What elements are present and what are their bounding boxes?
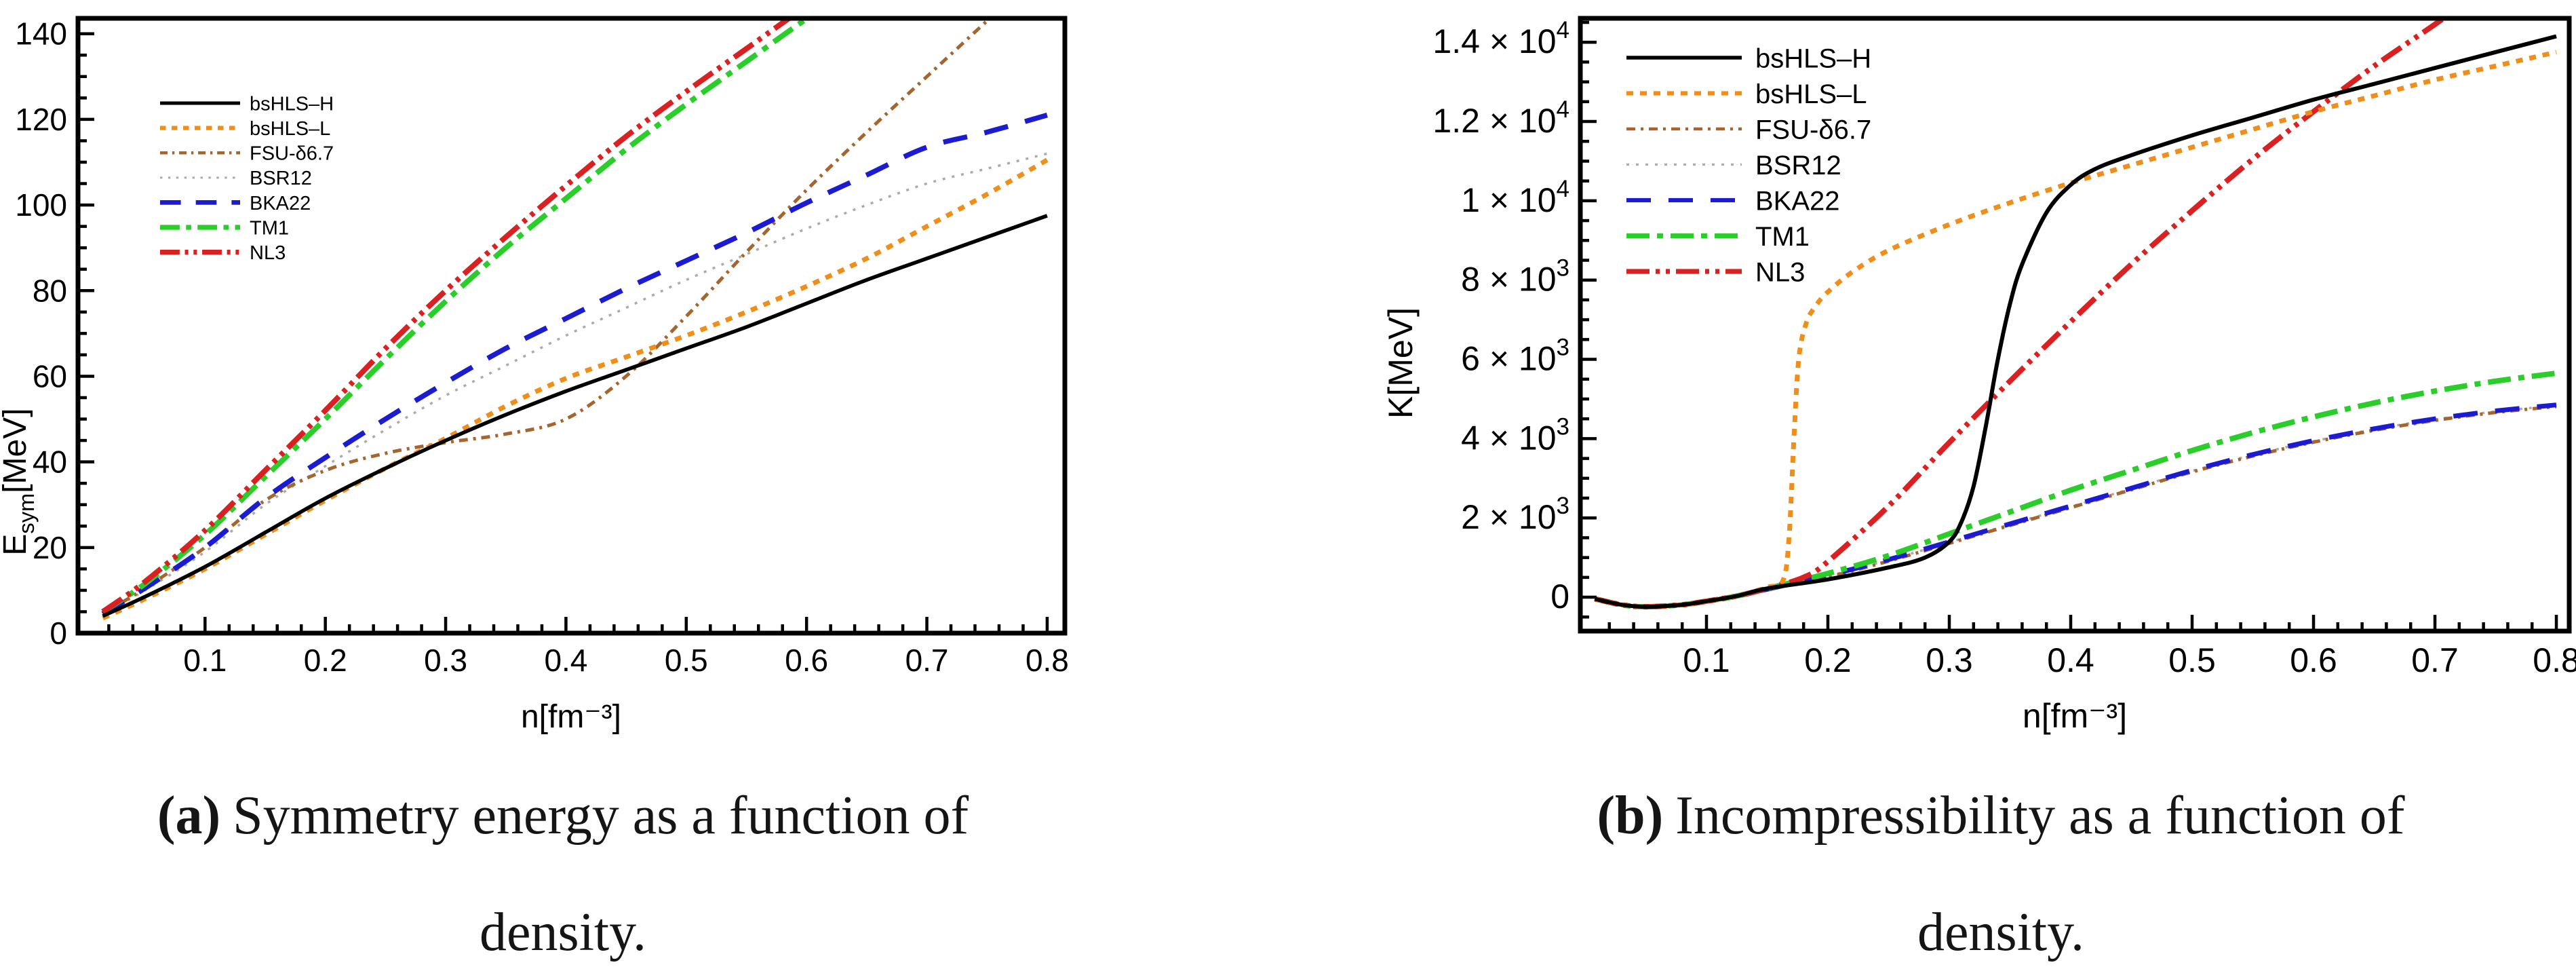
curve-FSU-d6.7-a (102, 18, 992, 615)
chart-a: 0.1 0.2 0.3 0.4 0.5 0.6 0.7 0.8 0 20 40 60 80 100 120 1… (0, 16, 1069, 735)
legend-item-BKA22-a: BKA22 (160, 193, 311, 214)
tick-labels-a: 0.1 0.2 0.3 0.4 0.5 0.6 0.7 0.8 0 20 40 60 80 100 120 1… (15, 16, 1069, 678)
x-tick-0.2-b: 0.2 (1804, 641, 1852, 679)
legend-label-TM1-a: TM1 (250, 217, 289, 239)
curve-NL3-a (101, 18, 794, 614)
y-tick-120-a: 120 (15, 102, 67, 137)
x-tick-0.5-b: 0.5 (2168, 641, 2216, 679)
legend-item-bsHLS-H-b: bsHLS–H (1626, 43, 1871, 73)
y-tick-0-a: 0 (50, 615, 67, 651)
legend-label-bsHLS-H-b: bsHLS–H (1755, 43, 1871, 73)
curves-a (101, 18, 1049, 621)
legend-item-BSR12-a: BSR12 (160, 168, 312, 189)
y-tick-12000-b: 1.2 × 104 (1432, 96, 1569, 140)
x-tick-0.3-b: 0.3 (1926, 641, 1973, 679)
y-tick-60-a: 60 (33, 358, 67, 394)
caption-b-line2: density. (1451, 905, 2550, 960)
legend-item-FSU-d6.7-a: FSU-δ6.7 (160, 143, 334, 165)
x-tick-0.8-b: 0.8 (2533, 641, 2576, 679)
ticks-b (1580, 20, 2558, 631)
x-tick-0.1-b: 0.1 (1683, 641, 1730, 679)
x-tick-0.7-b: 0.7 (2411, 641, 2459, 679)
y-tick-6000-b: 6 × 103 (1461, 335, 1569, 378)
legend-item-NL3-b: NL3 (1626, 257, 1805, 287)
curve-TM1-a (101, 18, 813, 614)
legend-item-BKA22-b: BKA22 (1626, 186, 1840, 216)
caption-a-line2-text: density. (480, 903, 646, 962)
curves-b (1594, 18, 2557, 610)
x-tick-0.1-a: 0.1 (183, 643, 227, 678)
y-tick-2000-b: 2 × 103 (1461, 493, 1569, 536)
y-tick-40-a: 40 (33, 444, 67, 480)
y-tick-4000-b: 4 × 103 (1461, 413, 1569, 457)
tick-labels-b: 0.1 0.2 0.3 0.4 0.5 0.6 0.7 0.8 0 2 × 103 4 × 103 6… (1432, 17, 2576, 679)
legend-item-NL3-a: NL3 (160, 242, 286, 264)
x-tick-0.6-a: 0.6 (785, 643, 828, 678)
legend-b: bsHLS–H bsHLS–L FSU-δ6.7 BSR12 BKA22 TM1 NL3 (1626, 43, 1871, 287)
y-tick-8000-b: 8 × 103 (1461, 255, 1569, 299)
caption-a-line1: (a) Symmetry energy as a function of (41, 789, 1085, 843)
legend-label-BSR12-a: BSR12 (250, 168, 312, 189)
legend-item-bsHLS-L-a: bsHLS–L (160, 118, 330, 140)
x-tick-0.4-b: 0.4 (2047, 641, 2094, 679)
legend-item-BSR12-b: BSR12 (1626, 151, 1841, 181)
x-tick-0.4-a: 0.4 (544, 643, 587, 678)
curve-TM1-b (1594, 371, 2557, 610)
curve-BKA22-a (101, 112, 1048, 616)
curve-bsHLS-H-a (102, 214, 1048, 618)
y-axis-label-b: K[MeV] (1382, 307, 1420, 419)
curve-BSR12-a (102, 152, 1048, 615)
caption-b-line2-text: density. (1917, 903, 2084, 962)
legend-item-TM1-a: TM1 (160, 217, 289, 239)
legend-label-BKA22-b: BKA22 (1755, 186, 1840, 216)
legend-a: bsHLS–H bsHLS–L FSU-δ6.7 BSR12 BKA22 TM1 NL3 (160, 93, 334, 264)
legend-item-FSU-d6.7-b: FSU-δ6.7 (1626, 115, 1871, 145)
caption-a-text: Symmetry energy as a function of (233, 786, 969, 846)
y-tick-20-a: 20 (33, 530, 67, 565)
legend-item-TM1-b: TM1 (1626, 222, 1810, 252)
y-tick-14000-b: 1.4 × 104 (1432, 17, 1569, 60)
legend-label-TM1-b: TM1 (1755, 222, 1810, 252)
x-tick-0.5-a: 0.5 (665, 643, 708, 678)
y-tick-10000-b: 1 × 104 (1461, 176, 1569, 219)
y-tick-100-a: 100 (15, 187, 67, 223)
x-tick-0.2-a: 0.2 (304, 643, 347, 678)
legend-label-BKA22-a: BKA22 (250, 193, 311, 214)
y-tick-140-a: 140 (15, 16, 67, 52)
y-tick-80-a: 80 (33, 273, 67, 308)
caption-b-text: Incompressibility as a function of (1675, 786, 2405, 846)
x-axis-label-b: n[fm⁻³] (2023, 697, 2127, 735)
legend-label-BSR12-b: BSR12 (1755, 151, 1841, 181)
legend-label-bsHLS-L-a: bsHLS–L (250, 118, 330, 140)
x-axis-label-a: n[fm⁻³] (521, 699, 621, 735)
ticks-a (78, 32, 1049, 635)
caption-b-line1: (b) Incompressibility as a function of (1451, 789, 2550, 843)
plot-frame-a (75, 16, 1068, 636)
legend-label-NL3-b: NL3 (1755, 257, 1805, 287)
x-tick-0.6-b: 0.6 (2290, 641, 2337, 679)
legend-label-bsHLS-L-b: bsHLS–L (1755, 79, 1867, 109)
x-tick-0.8-a: 0.8 (1026, 643, 1069, 678)
caption-a-line2: density. (41, 905, 1085, 960)
curve-bsHLS-L-b (1594, 50, 2557, 609)
y-axis-label-a: Esym[MeV] (0, 408, 39, 555)
x-tick-0.3-a: 0.3 (424, 643, 467, 678)
x-tick-0.7-a: 0.7 (905, 643, 949, 678)
curve-bsHLS-H-b (1594, 34, 2557, 609)
legend-label-FSU-d6.7-a: FSU-δ6.7 (250, 143, 334, 165)
legend-item-bsHLS-L-b: bsHLS–L (1626, 79, 1867, 109)
curve-FSU-d6.7-b (1594, 404, 2557, 609)
chart-b: 0.1 0.2 0.3 0.4 0.5 0.6 0.7 0.8 0 2 × 103 4 × 103 6… (1382, 16, 2576, 735)
caption-a-label: (a) (157, 786, 221, 846)
legend-label-bsHLS-H-a: bsHLS–H (250, 93, 334, 115)
legend-label-FSU-d6.7-b: FSU-δ6.7 (1755, 115, 1871, 145)
curve-bsHLS-L-a (102, 157, 1049, 621)
caption-b-label: (b) (1597, 786, 1664, 846)
legend-item-bsHLS-H-a: bsHLS–H (160, 93, 334, 115)
plot-frame-b (1578, 16, 2572, 634)
y-tick-0-b: 0 (1550, 577, 1569, 615)
legend-label-NL3-a: NL3 (250, 242, 286, 264)
